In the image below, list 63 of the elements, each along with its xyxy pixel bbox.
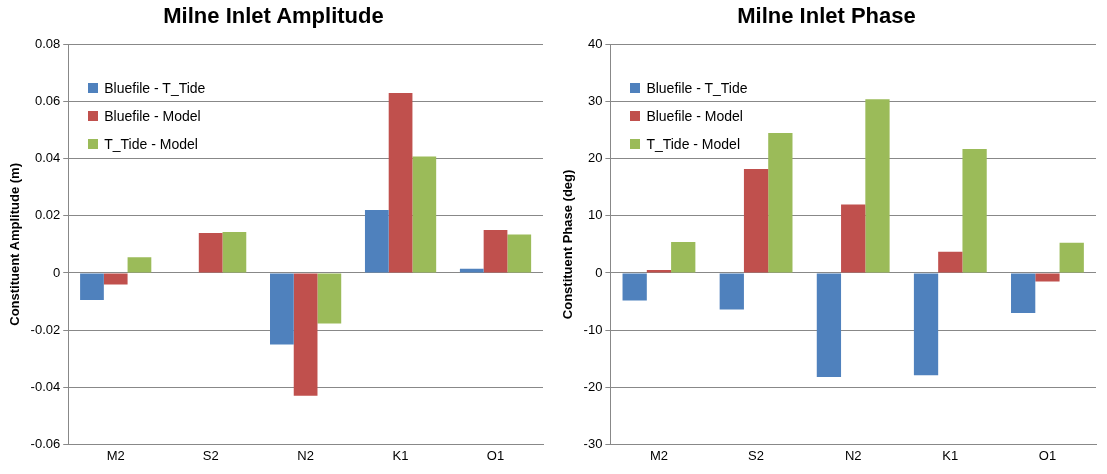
bar	[622, 273, 647, 301]
bar	[483, 230, 508, 273]
bar	[962, 148, 987, 273]
bar	[507, 234, 532, 273]
y-tick-label: 40	[587, 35, 603, 51]
bar	[103, 273, 128, 285]
bar	[841, 204, 866, 273]
legend-label: Bluefile - Model	[646, 108, 743, 125]
bar	[671, 242, 696, 273]
bar	[222, 232, 247, 273]
y-tick-label: 0.02	[34, 207, 61, 223]
y-axis-title: Constituent Phase (deg)	[560, 169, 576, 320]
chart-title: Milne Inlet Amplitude	[163, 3, 384, 29]
x-tick-label: M2	[106, 447, 125, 463]
bar	[913, 273, 939, 376]
x-tick-label: O1	[1038, 447, 1057, 463]
bar	[127, 257, 152, 273]
bar	[412, 156, 437, 273]
y-axis-title: Constituent Amplitude (m)	[7, 163, 23, 326]
y-tick-label: 0.04	[34, 150, 61, 166]
bar	[938, 251, 963, 273]
y-tick-label: -0.06	[30, 435, 61, 451]
bar	[198, 232, 223, 273]
y-tick-label: -20	[583, 378, 603, 394]
y-tick-label: -0.02	[30, 321, 61, 337]
bar	[1059, 242, 1084, 273]
bar	[719, 273, 744, 310]
legend-label: Bluefile - Model	[104, 108, 201, 125]
chart-title: Milne Inlet Phase	[737, 3, 916, 29]
bar	[293, 273, 318, 396]
bar	[270, 273, 294, 345]
y-tick-label: -0.04	[30, 378, 61, 394]
x-tick-label: S2	[748, 447, 765, 463]
legend-label: T_Tide - Model	[104, 136, 198, 153]
bar	[317, 273, 342, 324]
y-tick-label: 0.06	[34, 93, 61, 109]
bar	[816, 273, 842, 377]
y-tick-label: -30	[583, 435, 603, 451]
x-tick-label: N2	[844, 447, 862, 463]
y-tick-label: 0	[53, 264, 61, 280]
y-tick-label: 30	[587, 93, 603, 109]
legend-label: Bluefile - T_Tide	[104, 80, 206, 97]
y-tick-label: 0	[595, 264, 603, 280]
y-tick-label: 20	[587, 150, 603, 166]
x-tick-label: N2	[297, 447, 314, 463]
bar	[80, 273, 104, 301]
y-tick-label: 10	[587, 207, 603, 223]
bar	[388, 92, 413, 273]
bar	[1035, 273, 1060, 282]
legend-label: Bluefile - T_Tide	[646, 80, 748, 97]
legend-label: T_Tide - Model	[646, 136, 740, 153]
bar	[364, 210, 389, 273]
bar	[768, 132, 793, 273]
x-tick-label: M2	[649, 447, 668, 463]
x-tick-label: S2	[202, 447, 219, 463]
x-tick-label: K1	[392, 447, 409, 463]
x-tick-label: K1	[942, 447, 959, 463]
y-tick-label: 0.08	[34, 35, 61, 51]
x-tick-label: O1	[486, 447, 505, 463]
y-tick-label: -10	[583, 321, 603, 337]
bar	[1011, 273, 1036, 313]
bar	[865, 99, 890, 273]
bar	[743, 168, 769, 273]
